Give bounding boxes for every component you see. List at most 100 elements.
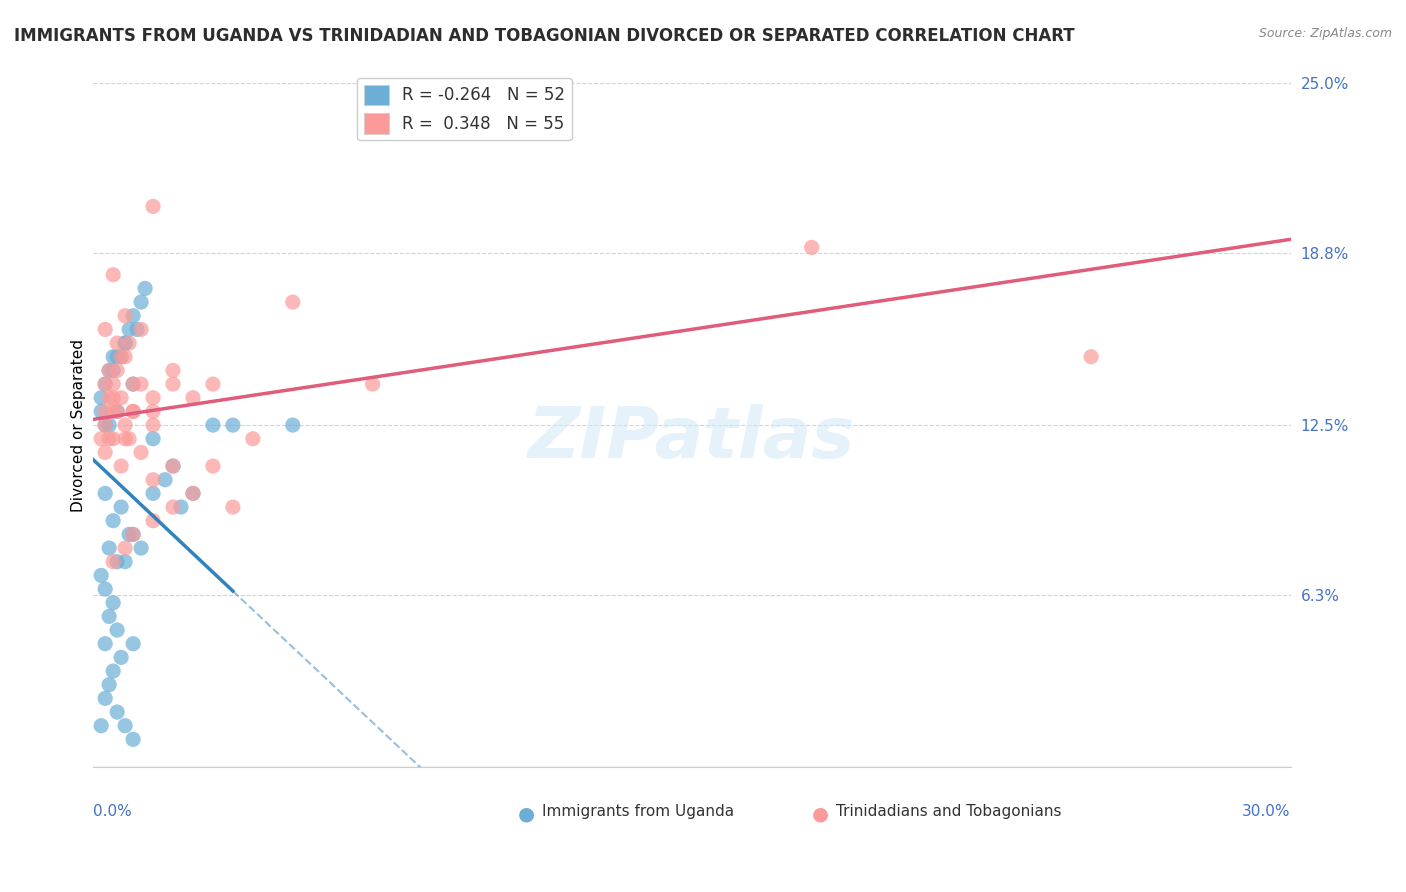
Point [101,514,124,528]
Text: Immigrants from Uganda: Immigrants from Uganda [543,805,734,819]
Point [101,404,124,418]
Point [162,458,184,473]
Point [98,391,121,405]
Point [162,377,184,392]
Point [94,377,117,392]
Point [110,500,132,514]
Point [90,432,112,446]
Point [122,309,145,323]
Point [110,650,132,665]
Point [181,486,204,500]
Point [162,363,184,377]
Point [222,418,245,433]
Point [105,336,128,351]
Point [94,486,117,500]
Point [142,486,165,500]
Point [361,377,384,392]
Point [105,623,128,637]
Point [98,363,121,377]
Point [118,527,141,541]
Point [122,404,145,418]
Point [122,527,145,541]
Point [122,377,145,392]
Point [118,322,141,336]
Point [800,240,823,254]
Point [94,322,117,336]
Point [181,391,204,405]
Point [142,199,165,213]
Point [129,541,152,555]
Point [127,322,149,336]
Point [90,568,112,582]
Point [114,541,136,555]
Point [94,445,117,459]
Point [114,309,136,323]
Point [105,404,128,418]
Point [281,418,304,433]
Point [114,432,136,446]
Point [142,391,165,405]
Point [90,391,112,405]
Point [98,418,121,433]
Point [162,458,184,473]
Point [114,336,136,351]
Point [94,637,117,651]
Point [110,458,132,473]
Text: IMMIGRANTS FROM UGANDA VS TRINIDADIAN AND TOBAGONIAN DIVORCED OR SEPARATED CORRE: IMMIGRANTS FROM UGANDA VS TRINIDADIAN AN… [14,27,1074,45]
Point [105,705,128,719]
Point [142,514,165,528]
Point [129,322,152,336]
Point [114,555,136,569]
Point [122,732,145,747]
Point [142,418,165,433]
Point [122,404,145,418]
Text: Source: ZipAtlas.com: Source: ZipAtlas.com [1258,27,1392,40]
Point [114,336,136,351]
Point [101,432,124,446]
Point [94,377,117,392]
Point [110,350,132,364]
Point [122,527,145,541]
Point [110,350,132,364]
Point [101,350,124,364]
Point [181,486,204,500]
Point [105,350,128,364]
Text: ●: ● [811,805,835,823]
Point [101,391,124,405]
Point [114,350,136,364]
Point [153,473,176,487]
Text: ●: ● [519,805,541,823]
Point [101,596,124,610]
Point [98,363,121,377]
Point [242,432,264,446]
Point [98,609,121,624]
Point [162,500,184,514]
Point [201,458,224,473]
Point [122,637,145,651]
Point [129,377,152,392]
Point [114,418,136,433]
Point [101,555,124,569]
Point [90,404,112,418]
Point [129,295,152,310]
Point [94,418,117,433]
Point [201,418,224,433]
Point [129,445,152,459]
Text: 30.0%: 30.0% [1243,805,1291,819]
Point [101,664,124,678]
Point [118,336,141,351]
Point [110,391,132,405]
Point [170,500,193,514]
Point [105,363,128,377]
Legend: R = -0.264   N = 52, R =  0.348   N = 55: R = -0.264 N = 52, R = 0.348 N = 55 [357,78,572,140]
Point [90,719,112,733]
Point [94,418,117,433]
Point [98,541,121,555]
Point [101,377,124,392]
Text: Trinidadians and Tobagonians: Trinidadians and Tobagonians [835,805,1062,819]
Point [118,432,141,446]
Text: 0.0%: 0.0% [93,805,132,819]
Point [94,582,117,596]
Point [114,719,136,733]
Point [142,432,165,446]
